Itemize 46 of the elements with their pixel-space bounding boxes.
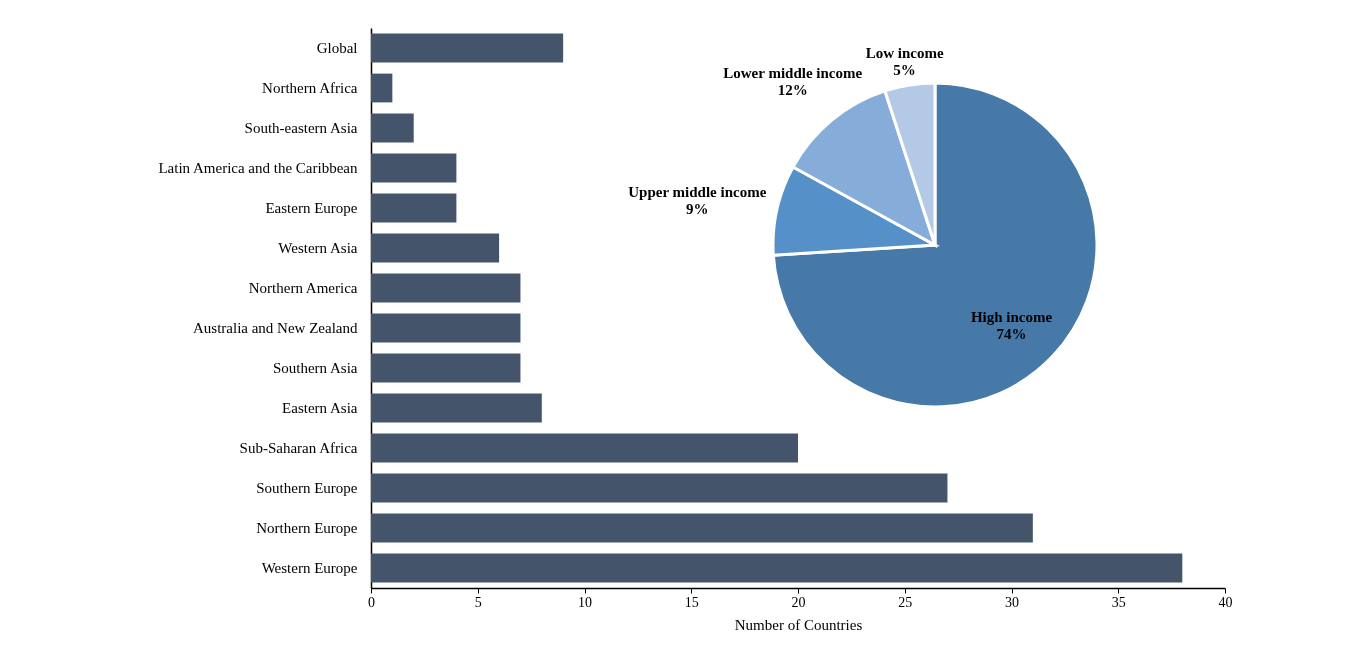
data-label: 9% bbox=[686, 200, 709, 217]
y-tick-label: South-eastern Asia bbox=[244, 120, 358, 136]
bar bbox=[371, 473, 948, 503]
bar bbox=[371, 513, 1033, 543]
y-tick-label: Sub-Saharan Africa bbox=[239, 440, 358, 456]
x-tick-label: 35 bbox=[1111, 594, 1126, 610]
bar bbox=[371, 73, 393, 103]
data-label: 12% bbox=[777, 81, 808, 98]
y-tick-label: Southern Europe bbox=[256, 480, 358, 496]
slice-label: Low income bbox=[865, 45, 944, 62]
bar bbox=[371, 273, 521, 303]
bar bbox=[371, 313, 521, 343]
x-tick-label: 20 bbox=[791, 594, 806, 610]
x-tick-label: 25 bbox=[898, 594, 913, 610]
slice-label: Lower middle income bbox=[723, 64, 863, 81]
x-tick-label: 5 bbox=[474, 594, 482, 610]
y-tick-label: Eastern Asia bbox=[282, 400, 358, 416]
bar bbox=[371, 193, 457, 223]
slice-label: High income bbox=[970, 308, 1053, 325]
y-tick-label: Western Asia bbox=[278, 240, 358, 256]
x-axis-title: Number of Countries bbox=[734, 616, 863, 633]
bar bbox=[371, 153, 457, 183]
bar bbox=[371, 353, 521, 383]
x-tick-label: 10 bbox=[578, 594, 592, 610]
bar bbox=[371, 433, 798, 463]
bar bbox=[371, 113, 414, 143]
x-tick-label: 15 bbox=[684, 594, 699, 610]
y-tick-label: Eastern Europe bbox=[265, 200, 358, 216]
slice-label: Upper middle income bbox=[628, 183, 767, 200]
y-tick-label: Global bbox=[316, 40, 358, 56]
x-tick-label: 0 bbox=[368, 594, 375, 610]
bar bbox=[371, 33, 564, 63]
y-tick-label: Latin America and the Caribbean bbox=[158, 160, 358, 176]
bar bbox=[371, 553, 1183, 583]
y-tick-label: Western Europe bbox=[261, 560, 358, 576]
data-label: 74% bbox=[996, 325, 1027, 342]
x-tick-label: 30 bbox=[1005, 594, 1019, 610]
y-tick-label: Northern America bbox=[248, 280, 358, 296]
y-tick-label: Southern Asia bbox=[272, 360, 358, 376]
bar bbox=[371, 233, 500, 263]
x-tick-label: 40 bbox=[1218, 594, 1233, 610]
y-tick-label: Northern Africa bbox=[262, 80, 358, 96]
y-tick-label: Northern Europe bbox=[256, 520, 358, 536]
y-tick-label: Australia and New Zealand bbox=[192, 320, 358, 336]
bar bbox=[371, 393, 542, 423]
data-label: 5% bbox=[893, 62, 916, 79]
